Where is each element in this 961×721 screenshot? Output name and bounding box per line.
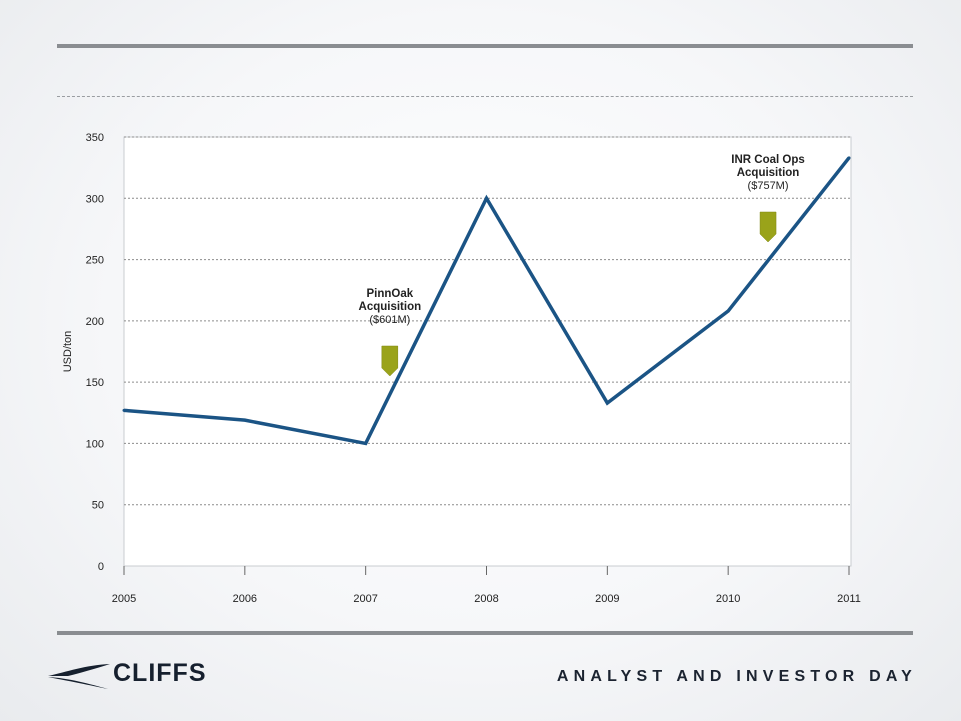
bottom-rule (57, 631, 913, 635)
top-rule (57, 44, 913, 48)
gridlines (124, 136, 851, 506)
annotation-title: INR Coal Ops (731, 154, 804, 166)
event-title: ANALYST AND INVESTOR DAY (556, 668, 917, 685)
y-tick-label: 100 (86, 438, 104, 450)
x-tick-label: 2010 (716, 593, 740, 605)
annotation-title: Acquisition (737, 167, 800, 179)
cliffs-logo-icon (48, 664, 110, 689)
annotation-amount: ($601M) (369, 314, 410, 326)
data-point (605, 401, 609, 405)
data-point (243, 418, 247, 422)
annotation-amount: ($757M) (748, 180, 789, 192)
data-point (122, 408, 126, 412)
y-tick-label: 50 (92, 500, 104, 512)
x-tick-label: 2009 (595, 593, 619, 605)
x-tick-label: 2006 (233, 593, 257, 605)
down-arrow-icon (759, 211, 777, 243)
series-layer (122, 156, 851, 446)
data-point (364, 441, 368, 445)
title-divider (57, 96, 913, 97)
x-tick-label: 2005 (112, 593, 136, 605)
data-point (726, 309, 730, 313)
x-tick-label: 2011 (837, 593, 861, 605)
brand-name: CLIFFS (113, 659, 207, 687)
y-tick-label: 300 (86, 193, 104, 205)
x-tick-label: 2007 (353, 593, 377, 605)
annotation-title: Acquisition (359, 301, 422, 313)
annotation-title: PinnOak (367, 288, 414, 300)
y-tick-label: 350 (86, 132, 104, 144)
down-arrow-icon (381, 345, 399, 377)
y-tick-label: 0 (98, 561, 104, 573)
data-point (847, 156, 851, 160)
plot-area (123, 136, 852, 567)
y-axis-ticks: 0 50 100 150 200 250 300 350 (86, 132, 104, 573)
y-tick-label: 150 (86, 377, 104, 389)
y-tick-label: 200 (86, 316, 104, 328)
x-tick-label: 2008 (474, 593, 498, 605)
x-axis-ticks: 2005 2006 2007 2008 2009 2010 2011 (112, 566, 861, 605)
y-axis-label: USD/ton (62, 331, 74, 373)
data-point (485, 196, 488, 200)
y-tick-label: 250 (86, 255, 104, 267)
